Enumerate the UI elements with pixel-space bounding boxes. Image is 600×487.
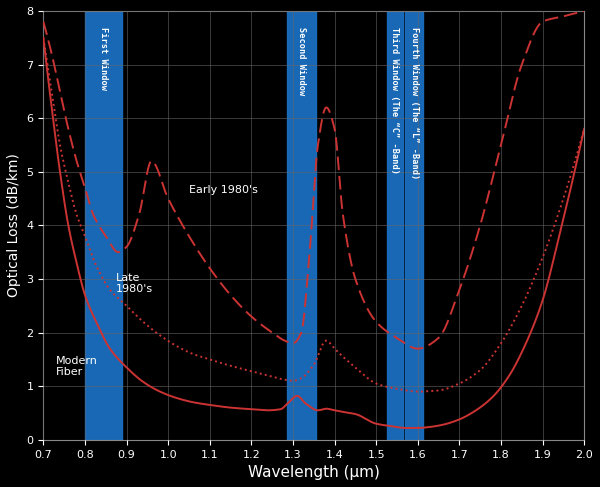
Text: Third Window (The “C” -Band): Third Window (The “C” -Band) (391, 27, 400, 174)
Text: Fourth Window (The “L” -Band): Fourth Window (The “L” -Band) (410, 27, 419, 179)
Y-axis label: Optical Loss (dB/km): Optical Loss (dB/km) (7, 153, 21, 297)
Text: Second Window: Second Window (297, 27, 306, 95)
Text: Late
1980's: Late 1980's (116, 273, 153, 294)
X-axis label: Wavelength (μm): Wavelength (μm) (248, 465, 380, 480)
Text: Modern
Fiber: Modern Fiber (56, 356, 98, 377)
Bar (85, 11, 122, 440)
Bar (405, 11, 423, 440)
Text: Early 1980's: Early 1980's (189, 185, 258, 195)
Bar (287, 11, 316, 440)
Bar (386, 11, 403, 440)
Text: First Window: First Window (99, 27, 108, 90)
